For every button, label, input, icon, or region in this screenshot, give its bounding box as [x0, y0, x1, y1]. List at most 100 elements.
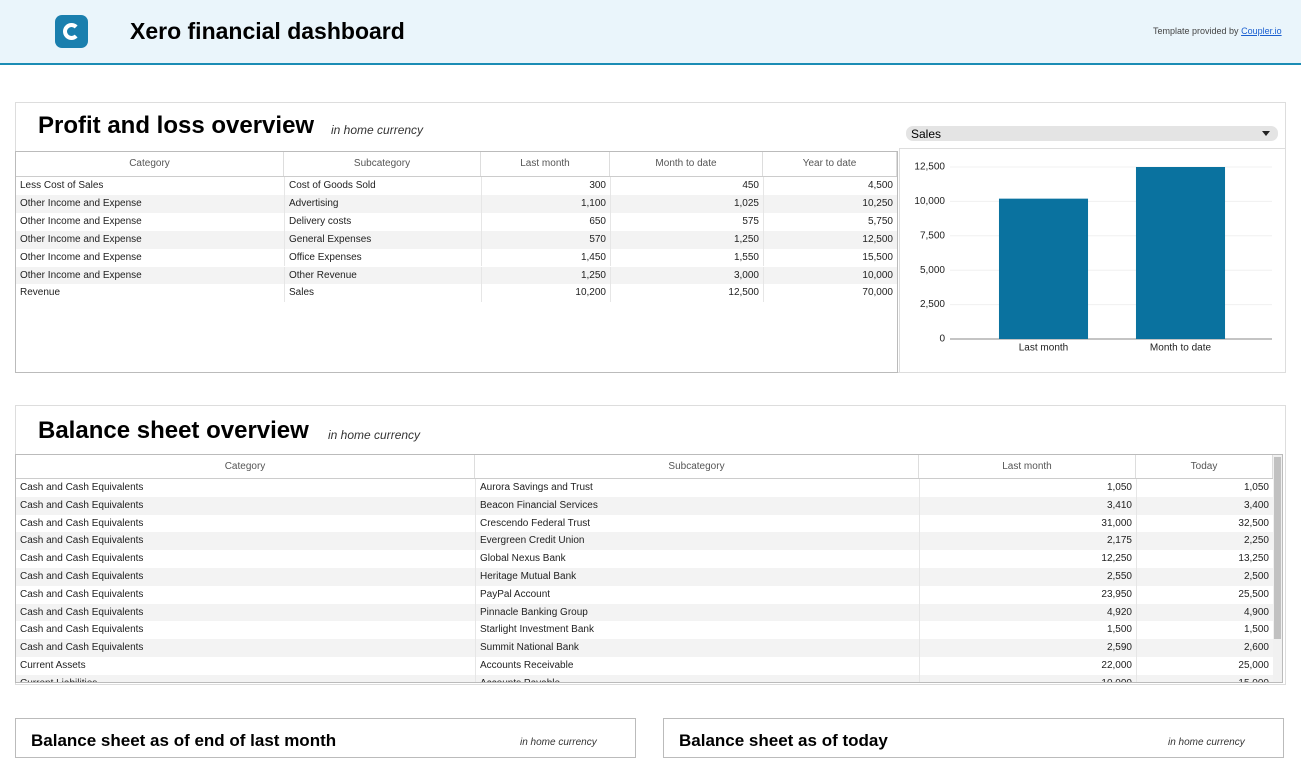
table-cell: Revenue — [16, 284, 284, 303]
credit: Template provided by Coupler.io — [1153, 26, 1282, 36]
table-cell: 2,590 — [919, 639, 1136, 657]
table-cell: 10,000 — [763, 266, 897, 285]
table-cell: Advertising — [284, 194, 481, 213]
table-cell: Office Expenses — [284, 248, 481, 267]
table-cell: General Expenses — [284, 230, 481, 249]
table-cell: Pinnacle Banking Group — [475, 603, 919, 622]
table-cell: Cash and Cash Equivalents — [16, 639, 475, 657]
table-cell: Cash and Cash Equivalents — [16, 514, 475, 533]
table-cell: Crescendo Federal Trust — [475, 514, 919, 533]
table-header: Year to date — [763, 152, 897, 176]
bs-table: Category Subcategory Last month Today Cash a… — [15, 454, 1283, 683]
table-cell: 2,175 — [919, 532, 1136, 551]
table-cell: 300 — [481, 177, 610, 195]
table-cell: Cash and Cash Equivalents — [16, 496, 475, 515]
table-cell: 23,950 — [919, 585, 1136, 604]
table-cell: Current Assets — [16, 657, 475, 675]
table-cell: 15,500 — [763, 248, 897, 267]
table-header: Last month — [481, 152, 610, 176]
table-cell: 2,600 — [1136, 639, 1273, 657]
table-cell: Aurora Savings and Trust — [475, 479, 919, 497]
table-cell: 650 — [481, 212, 610, 231]
table-cell: Cost of Goods Sold — [284, 177, 481, 195]
table-cell: Accounts Receivable — [475, 657, 919, 675]
table-cell: 70,000 — [763, 284, 897, 303]
table-cell: Cash and Cash Equivalents — [16, 603, 475, 622]
table-cell: 22,000 — [919, 657, 1136, 675]
table-cell: 31,000 — [919, 514, 1136, 533]
table-cell: 2,250 — [1136, 532, 1273, 551]
table-cell: 12,250 — [919, 550, 1136, 568]
table-cell: 25,000 — [1136, 657, 1273, 675]
table-cell: Other Income and Expense — [16, 212, 284, 231]
table-cell: Summit National Bank — [475, 639, 919, 657]
dropdown-value: Sales — [911, 127, 942, 141]
table-cell: Less Cost of Sales — [16, 177, 284, 195]
page-title: Xero financial dashboard — [130, 18, 405, 44]
table-header: Last month — [919, 455, 1136, 478]
table-header: Subcategory — [475, 455, 919, 478]
section-title: Balance sheet overview — [38, 417, 309, 444]
pl-table: Category Subcategory Last month Month to da… — [15, 151, 898, 373]
table-cell: PayPal Account — [475, 585, 919, 604]
table-cell: Current Liabilities — [16, 674, 475, 682]
logo[interactable] — [55, 15, 88, 48]
table-cell: Other Income and Expense — [16, 194, 284, 213]
table-cell: Cash and Cash Equivalents — [16, 568, 475, 586]
table-cell: 1,025 — [610, 194, 763, 213]
table-cell: Other Revenue — [284, 266, 481, 285]
table-cell: Beacon Financial Services — [475, 496, 919, 515]
table-cell: 10,000 — [919, 674, 1136, 682]
scrollbar[interactable] — [1273, 455, 1282, 682]
table-cell: Other Income and Expense — [16, 230, 284, 249]
card-title: Balance sheet as of today — [679, 731, 888, 750]
table-header: Subcategory — [284, 152, 481, 176]
table-cell: 15,000 — [1136, 674, 1273, 682]
table-cell: 10,200 — [481, 284, 610, 303]
table-cell: Other Income and Expense — [16, 248, 284, 267]
table-cell: 12,500 — [610, 284, 763, 303]
section-note: in home currency — [328, 428, 421, 442]
table-cell: Cash and Cash Equivalents — [16, 621, 475, 640]
table-cell: 4,920 — [919, 603, 1136, 622]
table-cell: 1,250 — [481, 266, 610, 285]
section-title: Profit and loss overview — [38, 112, 315, 139]
header: Xero financial dashboard Template provid… — [0, 0, 1301, 65]
table-cell: 1,050 — [1136, 479, 1273, 497]
table-cell: Global Nexus Bank — [475, 550, 919, 568]
table-cell: 1,050 — [919, 479, 1136, 497]
table-cell: Cash and Cash Equivalents — [16, 479, 475, 497]
table-header: Category — [16, 455, 475, 478]
table-header: Month to date — [610, 152, 763, 176]
table-cell: 2,550 — [919, 568, 1136, 586]
table-cell: 12,500 — [763, 230, 897, 249]
dropdown[interactable]: Sales — [906, 126, 1278, 141]
table-cell: 10,250 — [763, 194, 897, 213]
table-cell: Cash and Cash Equivalents — [16, 550, 475, 568]
table-cell: 4,500 — [763, 177, 897, 195]
table-cell: Delivery costs — [284, 212, 481, 231]
table-cell: 450 — [610, 177, 763, 195]
table-cell: 13,250 — [1136, 550, 1273, 568]
table-cell: 3,410 — [919, 496, 1136, 515]
table-cell: 1,550 — [610, 248, 763, 267]
card-note: in home currency — [1168, 737, 1245, 748]
table-cell: 570 — [481, 230, 610, 249]
table-cell: 4,900 — [1136, 603, 1273, 622]
table-cell: 3,000 — [610, 266, 763, 285]
chart-frame — [899, 148, 1286, 373]
table-cell: 1,450 — [481, 248, 610, 267]
credit-link[interactable]: Coupler.io — [1241, 26, 1282, 36]
table-cell: Evergreen Credit Union — [475, 532, 919, 551]
table-cell: 575 — [610, 212, 763, 231]
table-cell: 25,500 — [1136, 585, 1273, 604]
section-note: in home currency — [331, 123, 424, 137]
card-title: Balance sheet as of end of last month — [31, 731, 337, 750]
table-cell: 5,750 — [763, 212, 897, 231]
table-cell: 3,400 — [1136, 496, 1273, 515]
table-cell: Starlight Investment Bank — [475, 621, 919, 640]
table-header: Today — [1136, 455, 1273, 478]
table-cell: 1,500 — [919, 621, 1136, 640]
card-note: in home currency — [520, 737, 597, 748]
